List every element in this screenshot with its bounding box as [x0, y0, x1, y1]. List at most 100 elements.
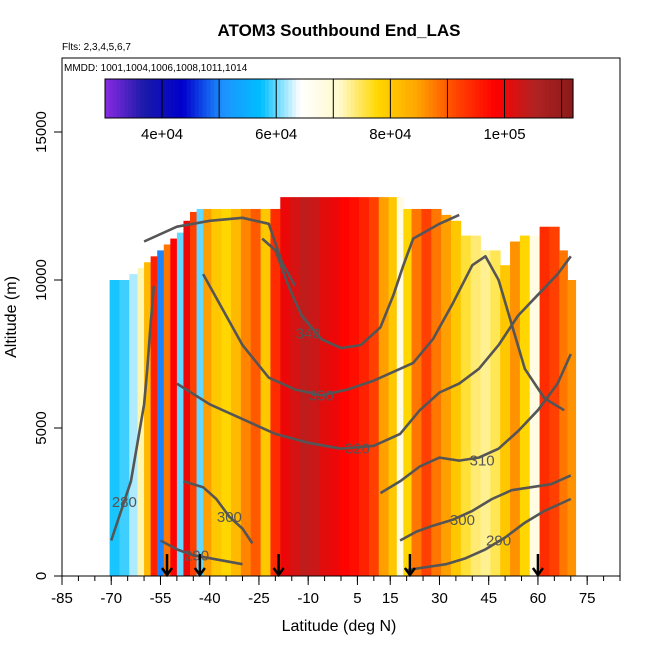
data-column	[329, 197, 340, 576]
colorbar-segment	[362, 79, 367, 118]
colorbar-segment	[537, 79, 543, 118]
x-tick-label: -55	[150, 590, 172, 607]
colorbar-segment	[417, 79, 422, 118]
colorbar-segment	[436, 79, 441, 118]
colorbar-segment	[140, 79, 145, 118]
colorbar-segment	[261, 79, 266, 118]
contour-line	[201, 255, 565, 412]
colorbar-frame	[104, 78, 574, 119]
colorbar-segment	[378, 79, 383, 118]
colorbar-segment	[323, 79, 328, 118]
data-column	[411, 208, 422, 576]
colorbar-segment	[167, 79, 172, 118]
colorbar-segment	[483, 79, 488, 118]
contour-line	[176, 255, 572, 450]
data-column	[460, 235, 472, 576]
flight-marker-layer	[161, 554, 544, 578]
colorbar-segment	[120, 79, 126, 118]
data-column	[290, 197, 301, 576]
colorbar-segment	[479, 79, 484, 118]
contour-layer	[109, 213, 572, 572]
data-column	[490, 250, 501, 576]
contour-label: 290	[184, 547, 209, 564]
colorbar-segment	[171, 79, 176, 118]
colorbar-segment	[128, 79, 133, 118]
data-column	[529, 235, 540, 576]
y-tick-label: 0	[33, 572, 50, 580]
colorbar-segment	[530, 79, 535, 118]
data-column	[250, 208, 261, 576]
colorbar-segment	[112, 79, 118, 118]
colorbar-segment	[225, 79, 231, 118]
colorbar-segment	[116, 79, 122, 118]
x-tick-label: 60	[530, 590, 547, 607]
data-column	[500, 265, 511, 576]
colorbar-segment	[463, 79, 469, 118]
colorbar-segment	[452, 79, 457, 118]
x-tick-label: 45	[480, 590, 497, 607]
colorbar-segment	[389, 79, 395, 118]
colorbar-segment	[183, 79, 188, 118]
colorbar-segment	[108, 79, 114, 118]
y-axis-label: Altitude (m)	[3, 276, 20, 358]
colorbar-segment	[237, 79, 243, 118]
contour-line	[399, 474, 572, 542]
chart-title: ATOM3 Southbound End_LAS	[217, 21, 460, 40]
colorbar-segment	[518, 79, 523, 118]
contour-label: 320	[345, 441, 370, 458]
colorbar-segment	[163, 79, 168, 118]
contour-line	[109, 285, 156, 541]
flight-marker-head	[161, 567, 174, 578]
contour-label: 310	[470, 453, 495, 470]
colorbar-segment	[553, 79, 558, 118]
data-column	[309, 197, 321, 576]
colorbar-segment	[132, 79, 137, 118]
colorbar-segment	[206, 79, 211, 118]
data-column	[431, 208, 442, 576]
colorbar-segment	[471, 79, 477, 118]
colorbar-segment	[257, 79, 262, 118]
data-column	[470, 235, 481, 576]
colorbar-segment	[420, 79, 426, 118]
contour-line	[183, 480, 254, 545]
colorbar-segment	[397, 79, 402, 118]
data-column	[510, 241, 521, 576]
colorbar-segment	[498, 79, 504, 118]
colorbar-segment	[393, 79, 399, 118]
colorbar-segment	[327, 79, 332, 118]
colorbar-tick-label: 6e+04	[255, 126, 297, 143]
data-column	[170, 238, 178, 576]
data-column	[183, 220, 191, 576]
data-column	[196, 208, 204, 576]
colorbar-segment	[448, 79, 453, 118]
flight-marker-head	[193, 567, 206, 578]
axes: -85 -70 -55 -40 -25 -10 5 15 30 45 60 75 0 5000 10000 1…	[33, 111, 621, 607]
colorbar-segment	[565, 79, 570, 118]
data-column	[567, 280, 577, 576]
colorbar-segment	[311, 79, 317, 118]
colorbar-segment	[424, 79, 430, 118]
colorbar-segment	[186, 79, 192, 118]
colorbar-tick-label: 1e+05	[483, 126, 525, 143]
colorbar-segment	[288, 79, 293, 118]
colorbar-segment	[136, 79, 141, 118]
colorbar-segment	[557, 79, 562, 118]
data-column	[119, 280, 130, 576]
contour-label: 280	[112, 494, 137, 511]
data-layer	[109, 197, 577, 576]
x-tick-label: -70	[100, 590, 122, 607]
colorbar-segment	[202, 79, 207, 118]
contour-label: 330	[309, 387, 334, 404]
colorbar-segment	[514, 79, 519, 118]
colorbar-segment	[190, 79, 196, 118]
colorbar-segment	[502, 79, 508, 118]
data-column	[163, 244, 171, 576]
colorbar-segment	[155, 79, 161, 118]
data-column	[270, 208, 281, 576]
colorbar-segment	[561, 79, 566, 118]
data-column	[396, 197, 404, 576]
colorbar-segment	[428, 79, 434, 118]
colorbar-segment	[526, 79, 531, 118]
colorbar-segment	[366, 79, 371, 118]
